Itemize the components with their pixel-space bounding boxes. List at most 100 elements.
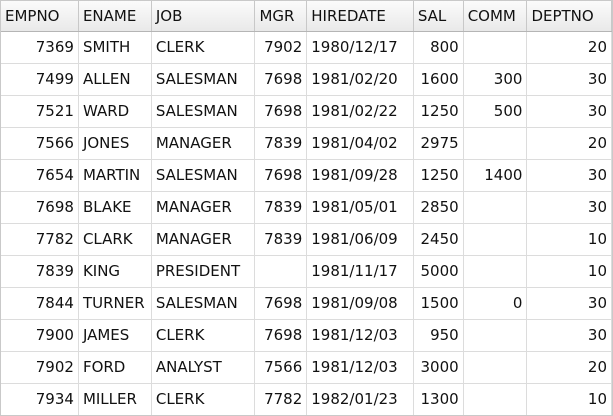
table-row[interactable]: 7934 MILLER CLERK 7782 1982/01/23 1300 10 xyxy=(1,383,612,415)
cell-mgr[interactable]: 7698 xyxy=(254,319,308,352)
cell-ename[interactable]: SMITH xyxy=(78,31,152,64)
table-row[interactable]: 7521 WARD SALESMAN 7698 1981/02/22 1250 500 30 xyxy=(1,95,612,128)
table-row[interactable]: 7844 TURNER SALESMAN 7698 1981/09/08 1500 0 30 xyxy=(1,287,612,320)
column-header-job[interactable]: JOB xyxy=(151,1,256,32)
table-row[interactable]: 7499 ALLEN SALESMAN 7698 1981/02/20 1600 300 30 xyxy=(1,63,612,96)
table-row[interactable]: 7566 JONES MANAGER 7839 1981/04/02 2975 20 xyxy=(1,127,612,160)
cell-deptno[interactable]: 10 xyxy=(526,383,612,415)
cell-ename[interactable]: TURNER xyxy=(78,287,152,320)
table-row[interactable]: 7902 FORD ANALYST 7566 1981/12/03 3000 20 xyxy=(1,351,612,384)
cell-deptno[interactable]: 30 xyxy=(526,319,612,352)
cell-ename[interactable]: MARTIN xyxy=(78,159,152,192)
cell-deptno[interactable]: 30 xyxy=(526,287,612,320)
cell-empno[interactable]: 7566 xyxy=(1,127,79,160)
cell-empno[interactable]: 7654 xyxy=(1,159,79,192)
cell-deptno[interactable]: 10 xyxy=(526,255,612,288)
column-header-empno[interactable]: EMPNO xyxy=(1,1,79,32)
cell-job[interactable]: SALESMAN xyxy=(151,287,256,320)
cell-mgr[interactable]: 7782 xyxy=(254,383,308,415)
cell-hiredate[interactable]: 1981/12/03 xyxy=(306,319,414,352)
cell-hiredate[interactable]: 1981/02/22 xyxy=(306,95,414,128)
cell-job[interactable]: SALESMAN xyxy=(151,95,256,128)
cell-mgr[interactable]: 7698 xyxy=(254,287,308,320)
cell-job[interactable]: MANAGER xyxy=(151,191,256,224)
table-row[interactable]: 7654 MARTIN SALESMAN 7698 1981/09/28 1250 1400… xyxy=(1,159,612,192)
cell-sal[interactable]: 3000 xyxy=(413,351,464,384)
cell-empno[interactable]: 7698 xyxy=(1,191,79,224)
table-row[interactable]: 7839 KING PRESIDENT 1981/11/17 5000 10 xyxy=(1,255,612,288)
cell-sal[interactable]: 800 xyxy=(413,31,464,64)
cell-sal[interactable]: 2975 xyxy=(413,127,464,160)
cell-deptno[interactable]: 30 xyxy=(526,191,612,224)
cell-empno[interactable]: 7369 xyxy=(1,31,79,64)
cell-hiredate[interactable]: 1981/09/08 xyxy=(306,287,414,320)
column-header-sal[interactable]: SAL xyxy=(413,1,464,32)
column-header-deptno[interactable]: DEPTNO xyxy=(526,1,612,32)
cell-empno[interactable]: 7499 xyxy=(1,63,79,96)
cell-mgr[interactable]: 7698 xyxy=(254,159,308,192)
cell-comm[interactable] xyxy=(463,319,528,352)
cell-comm[interactable] xyxy=(463,351,528,384)
cell-ename[interactable]: KING xyxy=(78,255,152,288)
cell-deptno[interactable]: 20 xyxy=(526,127,612,160)
cell-deptno[interactable]: 30 xyxy=(526,159,612,192)
cell-hiredate[interactable]: 1981/09/28 xyxy=(306,159,414,192)
cell-sal[interactable]: 2850 xyxy=(413,191,464,224)
table-row[interactable]: 7782 CLARK MANAGER 7839 1981/06/09 2450 10 xyxy=(1,223,612,256)
cell-job[interactable]: MANAGER xyxy=(151,127,256,160)
table-row[interactable]: 7900 JAMES CLERK 7698 1981/12/03 950 30 xyxy=(1,319,612,352)
cell-hiredate[interactable]: 1981/05/01 xyxy=(306,191,414,224)
cell-mgr[interactable] xyxy=(254,255,308,288)
cell-comm[interactable] xyxy=(463,255,528,288)
cell-comm[interactable]: 1400 xyxy=(463,159,528,192)
cell-ename[interactable]: BLAKE xyxy=(78,191,152,224)
column-header-mgr[interactable]: MGR xyxy=(254,1,308,32)
cell-comm[interactable] xyxy=(463,191,528,224)
cell-deptno[interactable]: 30 xyxy=(526,63,612,96)
cell-job[interactable]: CLERK xyxy=(151,319,256,352)
cell-mgr[interactable]: 7839 xyxy=(254,223,308,256)
cell-sal[interactable]: 950 xyxy=(413,319,464,352)
cell-sal[interactable]: 1600 xyxy=(413,63,464,96)
cell-ename[interactable]: WARD xyxy=(78,95,152,128)
cell-ename[interactable]: CLARK xyxy=(78,223,152,256)
cell-empno[interactable]: 7839 xyxy=(1,255,79,288)
table-row[interactable]: 7369 SMITH CLERK 7902 1980/12/17 800 20 xyxy=(1,31,612,64)
cell-ename[interactable]: ALLEN xyxy=(78,63,152,96)
cell-ename[interactable]: MILLER xyxy=(78,383,152,415)
cell-mgr[interactable]: 7839 xyxy=(254,191,308,224)
cell-deptno[interactable]: 20 xyxy=(526,351,612,384)
cell-empno[interactable]: 7844 xyxy=(1,287,79,320)
cell-ename[interactable]: JAMES xyxy=(78,319,152,352)
cell-job[interactable]: CLERK xyxy=(151,31,256,64)
cell-hiredate[interactable]: 1981/11/17 xyxy=(306,255,414,288)
cell-sal[interactable]: 2450 xyxy=(413,223,464,256)
cell-sal[interactable]: 1500 xyxy=(413,287,464,320)
cell-mgr[interactable]: 7698 xyxy=(254,95,308,128)
cell-comm[interactable]: 0 xyxy=(463,287,528,320)
cell-job[interactable]: SALESMAN xyxy=(151,159,256,192)
cell-sal[interactable]: 1250 xyxy=(413,95,464,128)
cell-job[interactable]: ANALYST xyxy=(151,351,256,384)
cell-job[interactable]: MANAGER xyxy=(151,223,256,256)
cell-comm[interactable]: 500 xyxy=(463,95,528,128)
cell-hiredate[interactable]: 1980/12/17 xyxy=(306,31,414,64)
cell-ename[interactable]: JONES xyxy=(78,127,152,160)
cell-deptno[interactable]: 10 xyxy=(526,223,612,256)
column-header-ename[interactable]: ENAME xyxy=(78,1,152,32)
cell-hiredate[interactable]: 1981/12/03 xyxy=(306,351,414,384)
cell-comm[interactable] xyxy=(463,127,528,160)
cell-comm[interactable] xyxy=(463,383,528,415)
cell-ename[interactable]: FORD xyxy=(78,351,152,384)
table-row[interactable]: 7698 BLAKE MANAGER 7839 1981/05/01 2850 30 xyxy=(1,191,612,224)
cell-empno[interactable]: 7782 xyxy=(1,223,79,256)
cell-deptno[interactable]: 20 xyxy=(526,31,612,64)
cell-job[interactable]: CLERK xyxy=(151,383,256,415)
cell-sal[interactable]: 1250 xyxy=(413,159,464,192)
cell-mgr[interactable]: 7839 xyxy=(254,127,308,160)
cell-comm[interactable] xyxy=(463,31,528,64)
cell-mgr[interactable]: 7698 xyxy=(254,63,308,96)
cell-hiredate[interactable]: 1981/04/02 xyxy=(306,127,414,160)
cell-comm[interactable]: 300 xyxy=(463,63,528,96)
cell-job[interactable]: PRESIDENT xyxy=(151,255,256,288)
